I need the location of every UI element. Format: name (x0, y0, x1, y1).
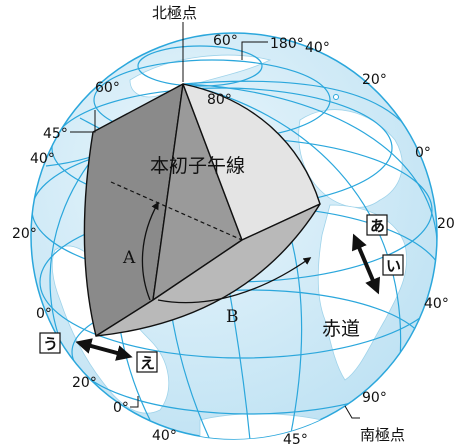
marker-a: あ (366, 214, 388, 236)
arrow-a-i (351, 233, 381, 295)
arrow-u-e (75, 338, 133, 361)
label-lat-45: 45° (43, 126, 68, 142)
label-lat-0-left: 0° (36, 306, 52, 322)
face-light (182, 83, 321, 241)
label-lon-40-top: 40° (305, 40, 330, 56)
label-lat-20-left: 20° (12, 226, 37, 242)
label-lat-80: 80° (207, 92, 232, 108)
prime-meridian-label: 本初子午線 (150, 155, 245, 177)
label-lon-40-right: 40° (424, 296, 449, 312)
label-lon-0-right: 0° (415, 145, 431, 161)
leader-lines (70, 22, 360, 419)
angle-b-arc (157, 257, 312, 304)
label-lon-40-bottom: 40° (152, 428, 177, 444)
face-equator-plane (95, 203, 321, 337)
label-lat-60-left: 60° (95, 80, 120, 96)
angle-a-arc (141, 201, 159, 301)
north-pole-label: 北極点 (152, 4, 197, 22)
equator-label: 赤道 (322, 318, 360, 340)
face-meridian-plane (83, 83, 184, 337)
degree-labels: 60° 180° 40° 80° 60° 20° 45° 40° 0° 20° … (12, 33, 455, 445)
label-lon-20-right: 20° (362, 72, 387, 88)
label-lat-20-bottom: 20° (72, 375, 97, 391)
marker-e: え (136, 351, 158, 373)
land-arctic (129, 54, 272, 98)
south-pole-label: 南極点 (360, 426, 405, 444)
angle-b-label: B (226, 307, 239, 327)
label-lat-0-bottom: 0° (113, 400, 129, 416)
marker-i: い (382, 254, 404, 276)
label-lon-20-far-right: 20 (437, 216, 455, 232)
reference-dot (333, 94, 339, 100)
label-lon-60-top: 60° (213, 33, 238, 49)
angle-a-label: A (122, 248, 136, 268)
marker-i-text: い (386, 257, 401, 275)
marker-u: う (39, 332, 61, 354)
marker-a-text: あ (370, 217, 385, 235)
marker-e-text: え (140, 354, 155, 372)
marker-u-text: う (43, 335, 58, 353)
label-lon-180: 180° (270, 36, 304, 52)
dashed-axis (110, 181, 243, 241)
label-lon-45-bottom: 45° (283, 432, 308, 445)
cutaway-wedge (83, 83, 321, 337)
label-lon-90: 90° (362, 390, 387, 406)
label-lat-40-left: 40° (30, 151, 55, 167)
